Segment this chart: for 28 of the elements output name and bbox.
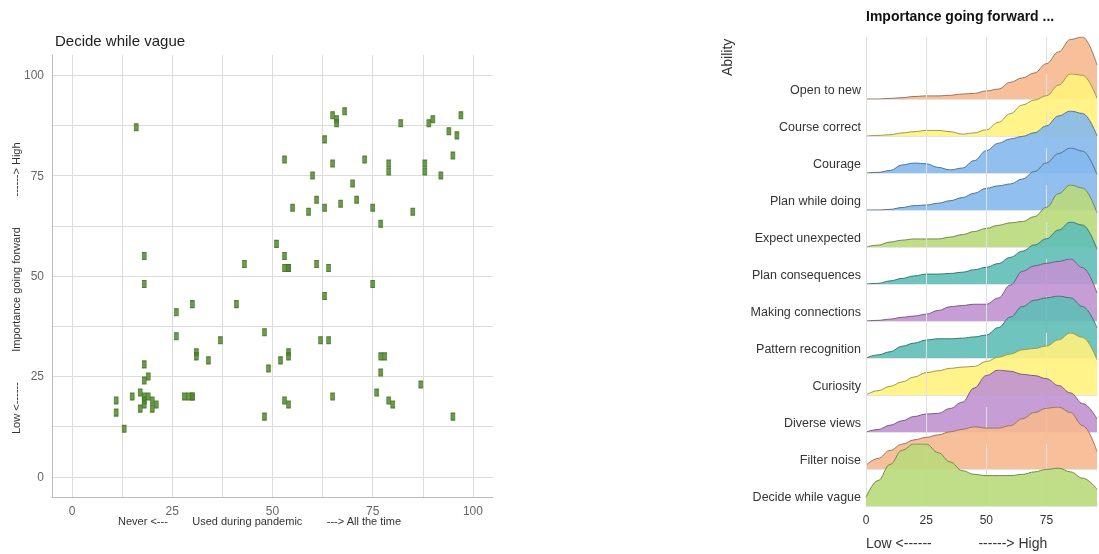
x-tick-label: 50	[979, 513, 994, 527]
series-label: Decide while vague	[752, 489, 862, 504]
series-label: Diverse views	[783, 415, 862, 430]
x-tick-label: 75	[1039, 513, 1054, 527]
series-label: Expect unexpected	[754, 230, 862, 245]
series-label: Pattern recognition	[756, 341, 862, 356]
x-tick-label: 0	[68, 504, 76, 518]
x-axis-title: Low <------ ------> High	[866, 535, 1048, 551]
series-label: Courage	[813, 156, 862, 171]
x-tick-label: 100	[462, 504, 484, 518]
series-label: Open to new	[790, 82, 862, 97]
y-axis-title: Ability	[719, 38, 735, 76]
y-tick-label: 0	[37, 469, 45, 484]
series-label: Making connections	[750, 304, 861, 319]
x-tick-label: 25	[919, 513, 934, 527]
chart-title: Decide while vague	[55, 32, 186, 49]
y-tick-label: 25	[30, 369, 45, 384]
y-tick-label: 50	[30, 269, 45, 283]
series-label: Plan while doing	[769, 193, 862, 208]
series-label: Curiosity	[812, 378, 862, 393]
series-label: Plan consequences	[751, 267, 861, 282]
series-label: Course correct	[779, 119, 862, 134]
series-label: Filter noise	[799, 452, 862, 467]
y-tick-label: 100	[23, 68, 45, 83]
chart-title: Importance going forward ...	[866, 8, 1055, 24]
y-axis-title: Low <------ Importance going forward ------> High	[9, 142, 22, 434]
y-tick-label: 75	[30, 168, 45, 183]
x-tick-label: 0	[862, 513, 870, 527]
